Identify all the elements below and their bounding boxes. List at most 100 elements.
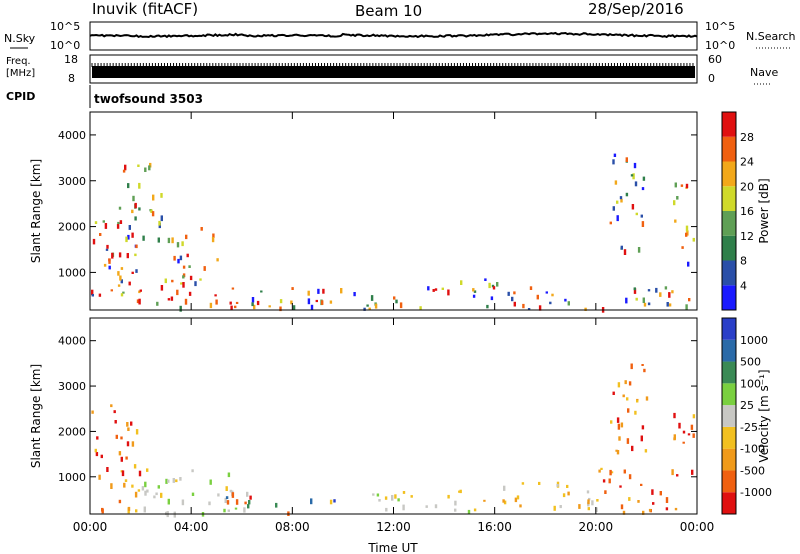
data-cell (642, 510, 645, 515)
data-cell (587, 499, 590, 505)
data-cell (182, 275, 185, 279)
data-cell (131, 209, 134, 214)
x-tick-label: 00:00 (680, 520, 715, 534)
data-cell (491, 284, 495, 288)
data-cell (290, 300, 293, 305)
data-cell (640, 214, 643, 218)
data-cell (122, 169, 126, 173)
data-cell (125, 236, 128, 243)
data-cell (596, 499, 599, 502)
data-cell (184, 298, 188, 305)
data-cell (616, 215, 619, 222)
data-cell (671, 290, 674, 294)
data-cell (131, 271, 134, 274)
data-cell (231, 287, 235, 290)
data-cell (393, 296, 396, 300)
data-cell (182, 282, 185, 288)
data-cell (627, 408, 630, 413)
data-cell (665, 497, 669, 503)
data-cell (340, 288, 343, 294)
colorbar-segment (722, 448, 736, 471)
data-cell (214, 294, 217, 297)
data-cell (472, 294, 476, 298)
data-cell (394, 494, 397, 499)
data-cell (624, 380, 627, 385)
data-cell (146, 489, 149, 493)
data-cell (549, 301, 552, 305)
data-cell (402, 504, 405, 511)
data-cell (208, 501, 211, 506)
colorbar-segment (722, 112, 736, 137)
data-cell (203, 266, 206, 271)
data-cell (119, 220, 123, 224)
data-cell (673, 200, 676, 206)
data-cell (167, 237, 171, 244)
data-cell (625, 297, 628, 304)
data-cell (329, 499, 333, 505)
data-cell (160, 193, 163, 198)
data-cell (211, 237, 215, 243)
data-cell (167, 479, 170, 483)
data-cell (483, 499, 486, 502)
data-cell (578, 504, 581, 509)
data-cell (434, 504, 438, 509)
data-cell (96, 436, 99, 440)
data-cell (135, 269, 138, 273)
data-cell (333, 499, 336, 503)
data-cell (619, 196, 623, 200)
colorbar-segment (722, 161, 736, 187)
colorbar-segment (722, 405, 736, 427)
colorbar-tick-label: 500 (740, 356, 761, 369)
data-cell (225, 486, 228, 491)
data-cell (685, 225, 689, 232)
data-cell (126, 253, 129, 259)
data-cell (616, 417, 620, 423)
data-cell (682, 430, 686, 434)
data-cell (673, 412, 676, 419)
data-cell (118, 451, 122, 456)
data-cell (614, 180, 618, 185)
data-cell (385, 507, 388, 512)
data-cell (94, 221, 98, 224)
data-cell (619, 485, 622, 488)
data-cell (559, 505, 562, 509)
data-cell (630, 363, 633, 370)
velocity-colorbar: 1000 500 100 25 -25 -100 -500 -1000 (721, 317, 772, 515)
data-cell (647, 302, 651, 306)
data-cell (674, 507, 678, 511)
data-cell (363, 307, 366, 311)
data-cell (118, 499, 122, 504)
colorbar-segment (722, 470, 736, 493)
data-cell (94, 448, 97, 453)
data-cell (612, 159, 615, 165)
data-cell (153, 495, 156, 499)
data-cell (157, 485, 160, 489)
data-cell (635, 212, 638, 216)
data-cell (135, 509, 138, 513)
data-cell (566, 484, 569, 488)
data-cell (659, 491, 662, 496)
nsearch-label: N.Search (746, 30, 796, 43)
data-cell (113, 410, 116, 414)
data-cell (176, 289, 179, 296)
x-tick-label: 16:00 (477, 520, 512, 534)
data-cell (587, 507, 590, 511)
colorbar-segment (722, 285, 736, 310)
data-cell (189, 275, 193, 281)
velocity-ylabel: Slant Range [km] (29, 364, 43, 468)
data-cell (131, 484, 134, 488)
data-cell (678, 422, 681, 429)
x-tick-label: 12:00 (376, 520, 411, 534)
data-cell (617, 382, 621, 388)
data-cell (472, 288, 475, 292)
data-cell (651, 489, 654, 495)
data-cell (105, 248, 109, 251)
data-cell (251, 302, 254, 307)
freq-label-line1: Freq. (6, 56, 31, 67)
velocity-panel-frame (89, 317, 698, 515)
data-cell (370, 295, 374, 301)
data-cell (91, 410, 94, 414)
nsearch-tick-bottom: 10^0 (705, 39, 735, 52)
nave-label: Nave (750, 66, 778, 79)
data-cell (310, 304, 314, 310)
